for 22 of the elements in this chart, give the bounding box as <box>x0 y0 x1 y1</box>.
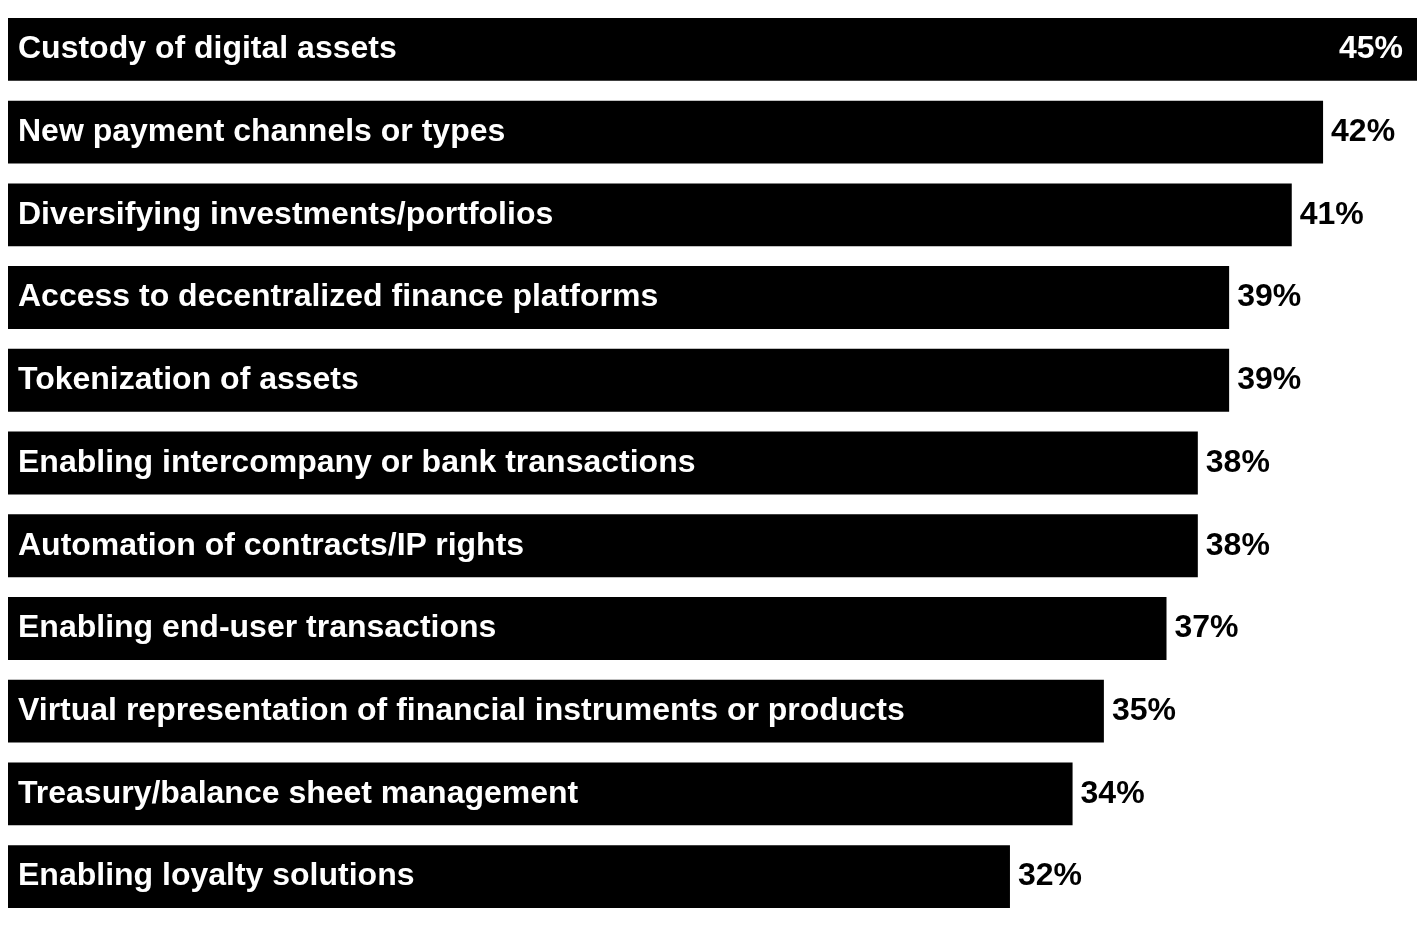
y-tick-label: Treasury/balance sheet management <box>18 773 579 810</box>
data-label: 34% <box>1080 773 1145 810</box>
y-tick-label: Enabling intercompany or bank transactions <box>18 442 696 479</box>
data-label: 32% <box>1017 856 1082 893</box>
y-tick-label: Diversifying investments/portfolios <box>18 194 554 231</box>
y-tick-label: Access to decentralized finance platforms <box>18 277 659 314</box>
y-tick-label: Enabling loyalty solutions <box>18 856 415 893</box>
y-tick-label: Custody of digital assets <box>18 29 397 66</box>
data-label: 37% <box>1174 608 1239 645</box>
y-tick-label: Virtual representation of financial instruments or products <box>18 691 905 728</box>
data-label: 38% <box>1205 525 1270 562</box>
data-label: 41% <box>1299 194 1364 231</box>
data-label: 35% <box>1111 691 1176 728</box>
y-tick-label: Enabling end-user transactions <box>18 608 497 645</box>
data-label: 45% <box>1338 29 1403 66</box>
data-label: 38% <box>1205 442 1270 479</box>
data-label: 42% <box>1331 111 1396 148</box>
y-tick-label: Automation of contracts/IP rights <box>18 525 525 562</box>
y-tick-label: New payment channels or types <box>18 111 506 148</box>
data-label: 39% <box>1237 277 1302 314</box>
data-label: 39% <box>1237 360 1302 397</box>
y-tick-label: Tokenization of assets <box>18 360 359 397</box>
